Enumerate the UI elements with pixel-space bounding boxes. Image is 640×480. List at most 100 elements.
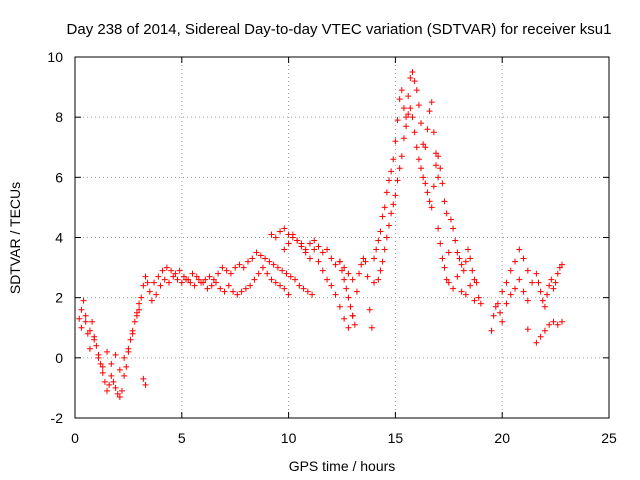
data-point (388, 210, 395, 217)
data-point (345, 294, 352, 301)
data-point (349, 312, 356, 319)
series-trace-c (136, 273, 151, 313)
data-point (400, 135, 407, 142)
data-point (242, 285, 249, 292)
data-point (140, 375, 147, 382)
series-trace-j (371, 69, 442, 262)
data-point (390, 201, 397, 208)
data-point (454, 273, 461, 280)
data-point (503, 279, 510, 286)
data-point (142, 273, 149, 280)
data-point (86, 345, 93, 352)
data-point (415, 102, 422, 109)
x-tick-label: 15 (388, 430, 404, 446)
data-point (202, 276, 209, 283)
y-tick-label: 6 (55, 169, 63, 185)
data-point (281, 225, 288, 232)
data-point (345, 270, 352, 277)
data-point (80, 297, 87, 304)
data-point (516, 246, 523, 253)
data-point (324, 246, 331, 253)
data-point (439, 255, 446, 262)
data-point (159, 267, 166, 274)
data-point (471, 297, 478, 304)
data-point (426, 198, 433, 205)
data-point (281, 285, 288, 292)
data-point (287, 273, 294, 280)
data-point (112, 384, 119, 391)
data-point (524, 267, 531, 274)
data-point (204, 285, 211, 292)
data-point (494, 300, 501, 307)
data-point (251, 276, 258, 283)
data-point (315, 258, 322, 265)
data-point (420, 174, 427, 181)
data-point (272, 279, 279, 286)
data-point (136, 306, 143, 313)
data-point (283, 270, 290, 277)
y-tick-label: 4 (55, 230, 63, 246)
data-point (215, 270, 222, 277)
data-point (398, 87, 405, 94)
data-point (366, 306, 373, 313)
data-point (140, 282, 147, 289)
data-point (533, 270, 540, 277)
data-point (108, 360, 115, 367)
data-point (285, 291, 292, 298)
data-point (272, 234, 279, 241)
data-point (537, 333, 544, 340)
data-point (341, 264, 348, 271)
data-point (418, 120, 425, 127)
data-point (467, 282, 474, 289)
data-point (409, 114, 416, 121)
data-point (381, 246, 388, 253)
data-point (375, 237, 382, 244)
data-point (264, 270, 271, 277)
data-point (292, 276, 299, 283)
data-point (422, 144, 429, 151)
data-point (294, 237, 301, 244)
data-point (394, 177, 401, 184)
data-point (319, 249, 326, 256)
data-point (116, 393, 123, 400)
data-point (148, 297, 155, 304)
data-point (279, 267, 286, 274)
data-point (221, 288, 228, 295)
data-point (377, 228, 384, 235)
data-point (343, 285, 350, 292)
data-point (379, 258, 386, 265)
data-point (238, 288, 245, 295)
data-point (430, 129, 437, 136)
data-point (396, 96, 403, 103)
data-point (371, 279, 378, 286)
data-point (388, 168, 395, 175)
data-point (456, 255, 463, 262)
data-point (89, 318, 96, 325)
data-point (403, 114, 410, 121)
series-trace-f (148, 264, 292, 304)
data-point (168, 267, 175, 274)
data-point (125, 345, 132, 352)
data-point (507, 291, 514, 298)
data-point (441, 264, 448, 271)
data-point (390, 156, 397, 163)
data-point (512, 285, 519, 292)
data-point (118, 387, 125, 394)
data-point (187, 279, 194, 286)
data-point (392, 138, 399, 145)
data-point (520, 255, 527, 262)
data-point (371, 255, 378, 262)
data-point (193, 273, 200, 280)
data-point (82, 318, 89, 325)
data-point (544, 291, 551, 298)
data-point (127, 336, 134, 343)
y-tick-label: -2 (51, 410, 64, 426)
data-point (385, 177, 392, 184)
data-point (200, 279, 207, 286)
data-point (76, 315, 83, 322)
data-point (356, 270, 363, 277)
data-point (95, 354, 102, 361)
data-point (219, 264, 226, 271)
data-point (99, 363, 106, 370)
data-point (324, 276, 331, 283)
